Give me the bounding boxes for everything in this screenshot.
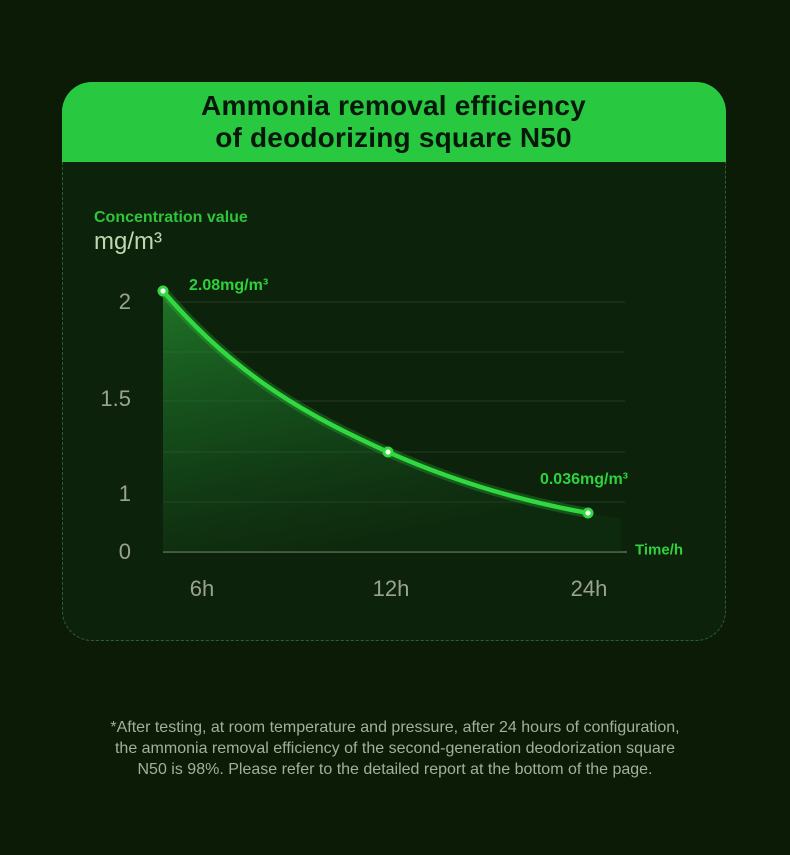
start-value-label: 2.08mg/m³ xyxy=(189,276,269,294)
chart-title-line-2: of deodorizing square N50 xyxy=(215,121,572,153)
chart-canvas xyxy=(157,285,627,553)
chart-area: Concentration value mg/m³ 2 1.5 1 0 6h 1… xyxy=(63,162,724,641)
y-tick-1-5: 1.5 xyxy=(100,385,131,411)
footnote-line-2: the ammonia removal efficiency of the se… xyxy=(114,740,676,757)
y-tick-2: 2 xyxy=(118,288,131,314)
chart-title-line-1: Ammonia removal efficiency xyxy=(201,89,586,121)
x-tick-24h: 24h xyxy=(570,575,608,601)
x-axis-title: Time/h xyxy=(635,541,684,558)
y-axis-unit: mg/m³ xyxy=(94,227,162,255)
footnote: *After testing, at room temperature and … xyxy=(60,717,730,780)
x-tick-6h: 6h xyxy=(189,575,215,601)
footnote-line-1: *After testing, at room temperature and … xyxy=(110,719,680,736)
chart-card: Ammonia removal efficiency of deodorizin… xyxy=(61,81,726,641)
end-value-label: 0.036mg/m³ xyxy=(539,470,628,488)
data-point-12h xyxy=(382,446,394,457)
footnote-line-3: N50 is 98%. Please refer to the detailed… xyxy=(137,761,653,778)
y-tick-1: 1 xyxy=(118,480,131,506)
y-tick-0: 0 xyxy=(118,538,131,564)
x-tick-12h: 12h xyxy=(372,575,410,601)
data-point-6h xyxy=(157,285,169,296)
y-axis-title: Concentration value xyxy=(94,208,248,226)
area-fill xyxy=(163,290,621,552)
card-header: Ammonia removal efficiency of deodorizin… xyxy=(61,81,726,162)
data-point-24h xyxy=(582,507,594,518)
